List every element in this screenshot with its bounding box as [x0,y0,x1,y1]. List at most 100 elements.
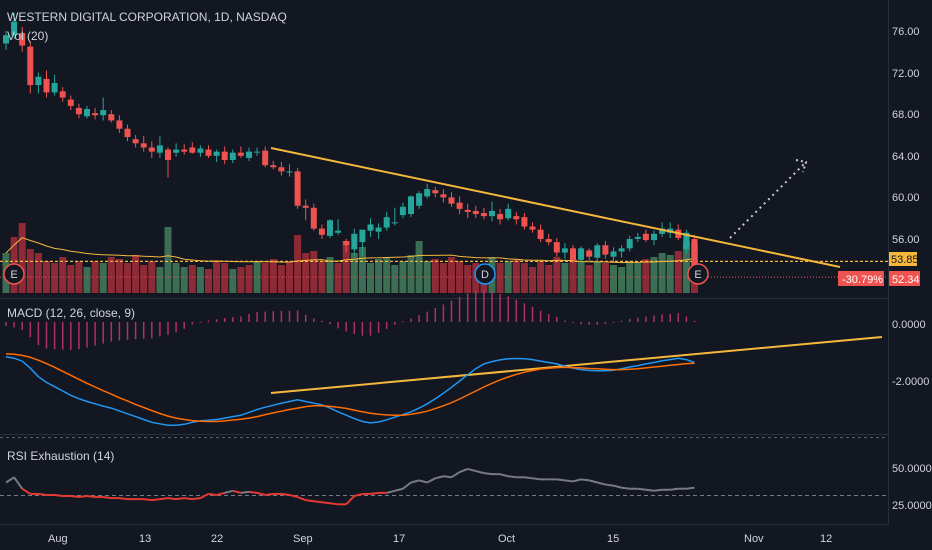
volume-bar [253,261,261,293]
volume-bar [326,257,334,293]
candle [489,201,495,222]
macd-histogram-bar [329,322,331,325]
rsi-segment [418,479,428,484]
volume-bar [302,253,310,293]
candle-body [302,205,309,208]
rsi-segment [532,477,541,481]
candle-body [497,214,504,220]
time-axis[interactable]: Aug 13 22 Sep 17 Oct 15 Nov 12 [48,533,832,545]
rsi-segment [232,489,242,494]
earnings-marker[interactable]: E [3,263,25,285]
rsi-segment [613,484,622,489]
candle [229,149,236,164]
candle [367,218,374,237]
candle-body [197,148,204,153]
earnings-marker-circle [687,263,709,285]
rsi-segment [524,476,533,480]
volume-bar [180,267,188,293]
volume-bar [666,255,674,293]
candle [561,243,568,259]
price-trendline[interactable] [270,147,841,268]
macd-histogram-bar [539,310,542,322]
candle-body [464,209,471,212]
earnings-marker[interactable]: E [687,263,709,285]
rsi-segment [354,492,363,497]
macd-histogram-bar [272,311,275,322]
candle [521,213,528,230]
rsi-segment [483,472,493,476]
macd-histogram-bar [450,300,453,322]
candle [59,87,66,102]
dividend-marker[interactable]: D [474,263,496,285]
rsi-segment [621,486,630,490]
candle-body [408,196,414,215]
rsi-segment [184,497,193,501]
candle-body [432,190,439,194]
macd-axis[interactable]: 0.0000 -2.0000 [892,319,929,388]
candle-body [521,217,528,227]
candle [221,146,228,165]
candle-body [659,228,666,234]
candle [278,162,285,176]
candle [375,223,382,239]
projection-arrow[interactable] [729,163,805,239]
time-label: 12 [820,533,832,545]
rsi-segment [345,495,356,506]
candle-body [586,250,593,257]
macd-histogram-bar [483,289,485,322]
candle-body [19,33,26,46]
price-axis[interactable]: 76.00 72.00 68.00 64.00 60.00 56.00 [892,26,920,246]
volume-bar [334,263,342,293]
rsi-segment [686,486,695,490]
macd-histogram-bar [653,315,655,322]
candle-body [278,167,285,172]
macd-histogram-bar [669,314,671,322]
rsi-segment [192,497,201,501]
candle-body [51,83,58,93]
rsi-segment [281,492,290,496]
candle-body [513,216,520,220]
rsi-segment [637,487,647,491]
macd-histogram-bar [677,313,680,322]
macd-line [5,356,695,426]
volume-bar [626,261,634,293]
rsi-segment [556,478,566,482]
candle [586,248,593,261]
signal-line [5,353,695,423]
candle-body [254,151,261,153]
rsi-segment [38,492,47,496]
rsi-segment [103,496,112,500]
volume-bar [140,265,148,293]
candle-body [578,248,585,260]
candle-body [35,76,42,86]
candle [424,183,431,199]
candle [294,168,301,209]
macd-histogram-bar [110,322,113,342]
volume-bar [205,269,212,293]
candle [116,115,123,133]
candle-body [181,149,188,152]
candle-body [156,145,163,153]
candle [19,26,26,52]
candle-body [318,228,325,235]
rsi-segment [329,502,339,506]
volume-bar [367,263,374,293]
macd-trendline[interactable] [270,336,883,394]
macd-histogram-bar [685,316,688,322]
macd-histogram-bar [313,318,315,322]
volume-bar [383,257,391,293]
earnings-marker-circle [3,263,25,285]
candlesticks [3,12,698,278]
volume-bar [415,241,423,293]
rsi-segment [580,478,590,482]
macd-histogram-bar [13,322,15,328]
candle [651,230,657,246]
price-tick: 76.00 [892,26,920,38]
price-level-tag [889,252,917,266]
candle [505,203,512,221]
rsi-axis[interactable]: 50.0000 25.0000 [892,463,932,512]
macd-histogram-bar [78,322,80,350]
candle [246,147,252,161]
candle [545,233,552,246]
